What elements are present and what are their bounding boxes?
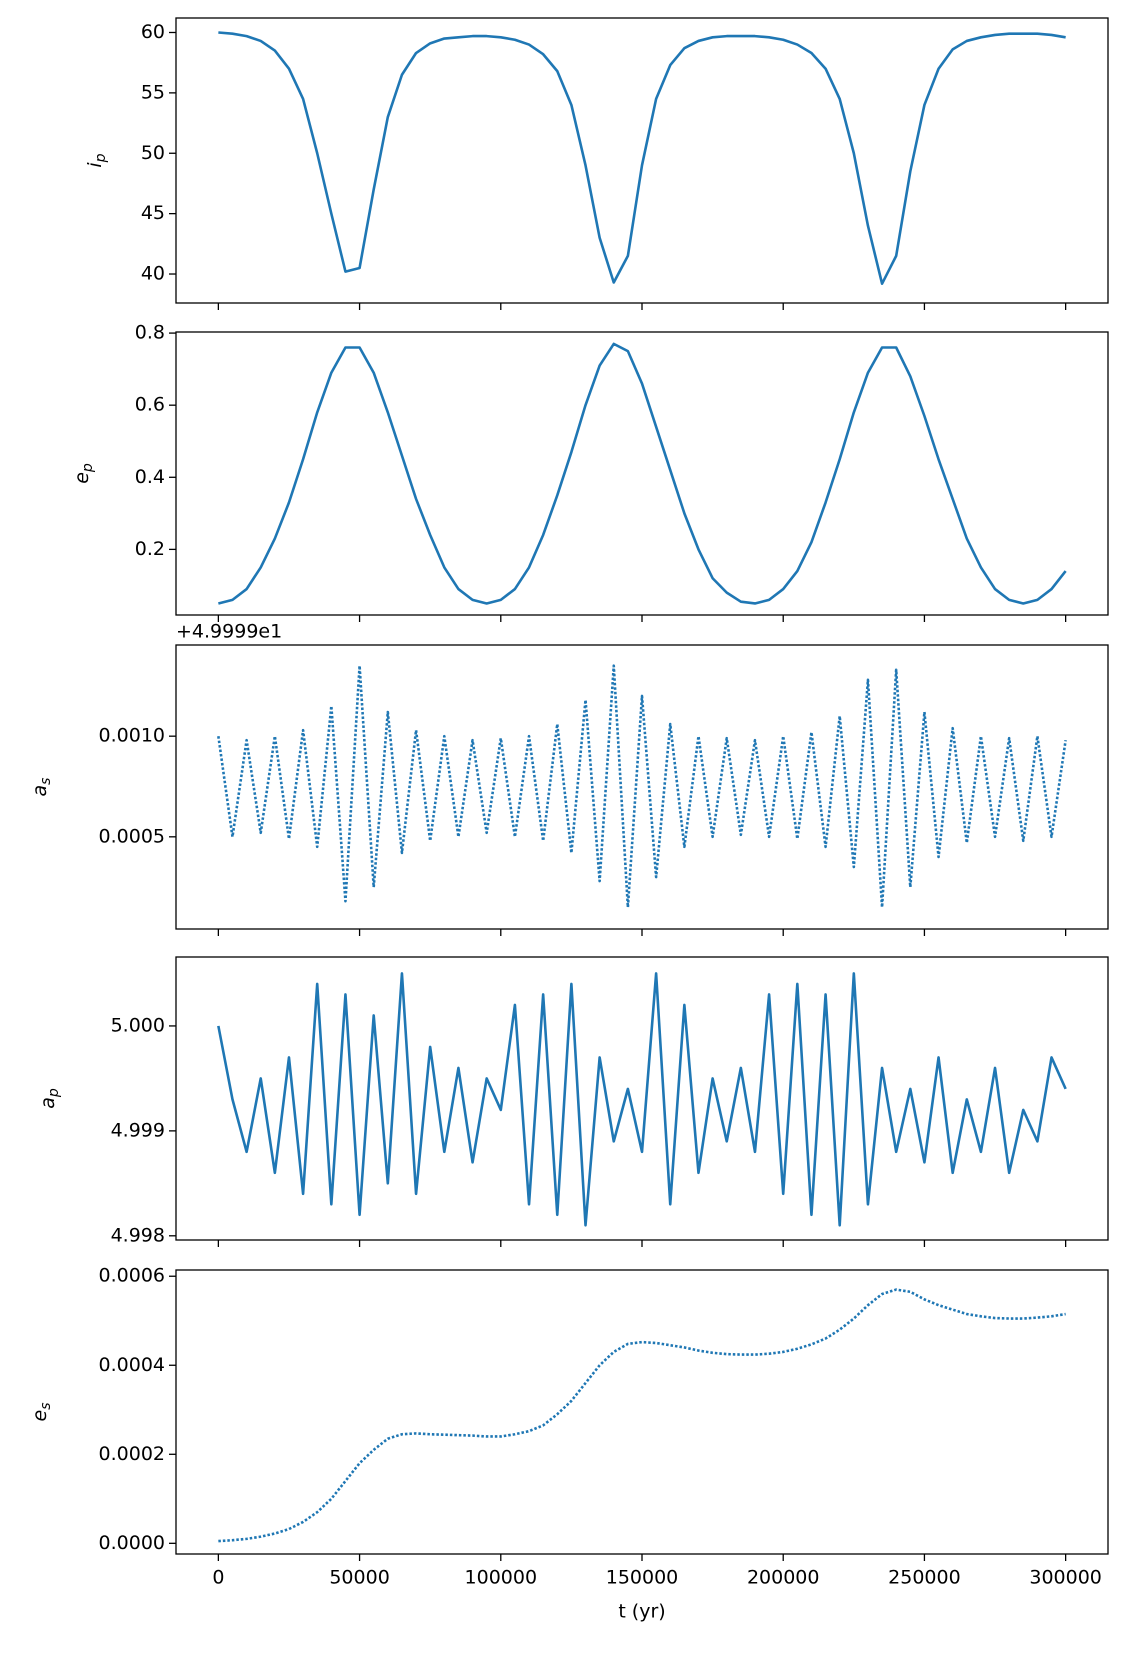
y-tick-label: 60 [141, 21, 165, 43]
data-line [218, 31, 1066, 285]
y-axis-label: ip [84, 153, 110, 167]
y-label-symbol: a [29, 785, 51, 797]
y-tick-label: 0.0010 [99, 725, 165, 747]
x-axis-label: t (yr) [618, 1601, 665, 1623]
y-label-symbol: e [29, 1410, 51, 1422]
axes-frame [175, 644, 1109, 930]
data-line [217, 664, 1067, 909]
y-tick-label: 5.000 [111, 1014, 165, 1036]
y-label-symbol: a [37, 1097, 59, 1109]
y-tick-label: 0.0002 [99, 1443, 165, 1465]
y-label-subscript: s [38, 1403, 54, 1410]
y-tick-label: 4.998 [111, 1224, 165, 1246]
data-line [218, 342, 1067, 605]
y-axis-label: es [29, 1403, 55, 1422]
y-axis-label: as [29, 778, 55, 797]
x-tick-label: 100000 [465, 1567, 538, 1589]
y-label-symbol: i [84, 162, 106, 168]
y-tick-label: 0.8 [135, 322, 165, 344]
data-line [218, 1288, 1066, 1543]
plot-area [218, 342, 1067, 605]
y-tick-label: 0.6 [135, 394, 165, 416]
x-tick-label: 300000 [1029, 1567, 1102, 1589]
axes-frame [175, 17, 1109, 304]
y-tick-label: 45 [141, 202, 165, 224]
y-tick-label: 0.0000 [99, 1532, 165, 1554]
y-tick-label: 0.4 [135, 466, 165, 488]
offset-text: +4.9999e1 [176, 621, 282, 643]
plot-area [218, 1288, 1066, 1543]
y-tick-label: 50 [141, 142, 165, 164]
y-axis-label: ep [71, 463, 97, 484]
y-tick-label: 4.999 [111, 1119, 165, 1141]
axes-frame [175, 1269, 1109, 1555]
x-tick-label: 0 [212, 1567, 224, 1589]
plot-area [217, 664, 1067, 909]
y-label-subscript: p [46, 1088, 62, 1098]
y-tick-label: 0.0006 [99, 1265, 165, 1287]
plot-area [218, 31, 1066, 285]
y-tick-label: 0.2 [135, 538, 165, 560]
y-label-symbol: e [71, 472, 93, 484]
y-tick-label: 55 [141, 81, 165, 103]
y-label-subscript: p [93, 153, 109, 163]
y-label-subscript: p [80, 463, 96, 473]
plot-area [217, 972, 1067, 1227]
axes-frame [175, 956, 1109, 1241]
data-line [217, 972, 1067, 1227]
y-axis-label: ap [37, 1088, 63, 1109]
y-tick-label: 40 [141, 263, 165, 285]
x-tick-label: 150000 [606, 1567, 679, 1589]
y-tick-label: 0.0005 [99, 825, 165, 847]
y-label-subscript: s [38, 778, 54, 785]
x-tick-label: 50000 [329, 1567, 389, 1589]
x-tick-label: 200000 [747, 1567, 820, 1589]
axes-frame [175, 331, 1109, 616]
y-tick-label: 0.0004 [99, 1354, 165, 1376]
x-tick-label: 250000 [888, 1567, 961, 1589]
